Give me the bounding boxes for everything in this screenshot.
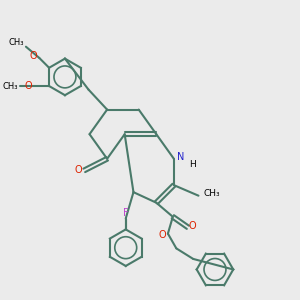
Text: CH₃: CH₃ xyxy=(8,38,24,47)
Text: CH₃: CH₃ xyxy=(2,82,17,91)
Text: O: O xyxy=(29,51,37,61)
Text: O: O xyxy=(25,81,32,91)
Text: F: F xyxy=(123,208,128,218)
Text: H: H xyxy=(189,160,196,169)
Text: O: O xyxy=(74,165,82,175)
Text: CH₃: CH₃ xyxy=(203,189,220,198)
Text: N: N xyxy=(177,152,184,162)
Text: O: O xyxy=(158,230,166,240)
Text: O: O xyxy=(189,220,196,230)
